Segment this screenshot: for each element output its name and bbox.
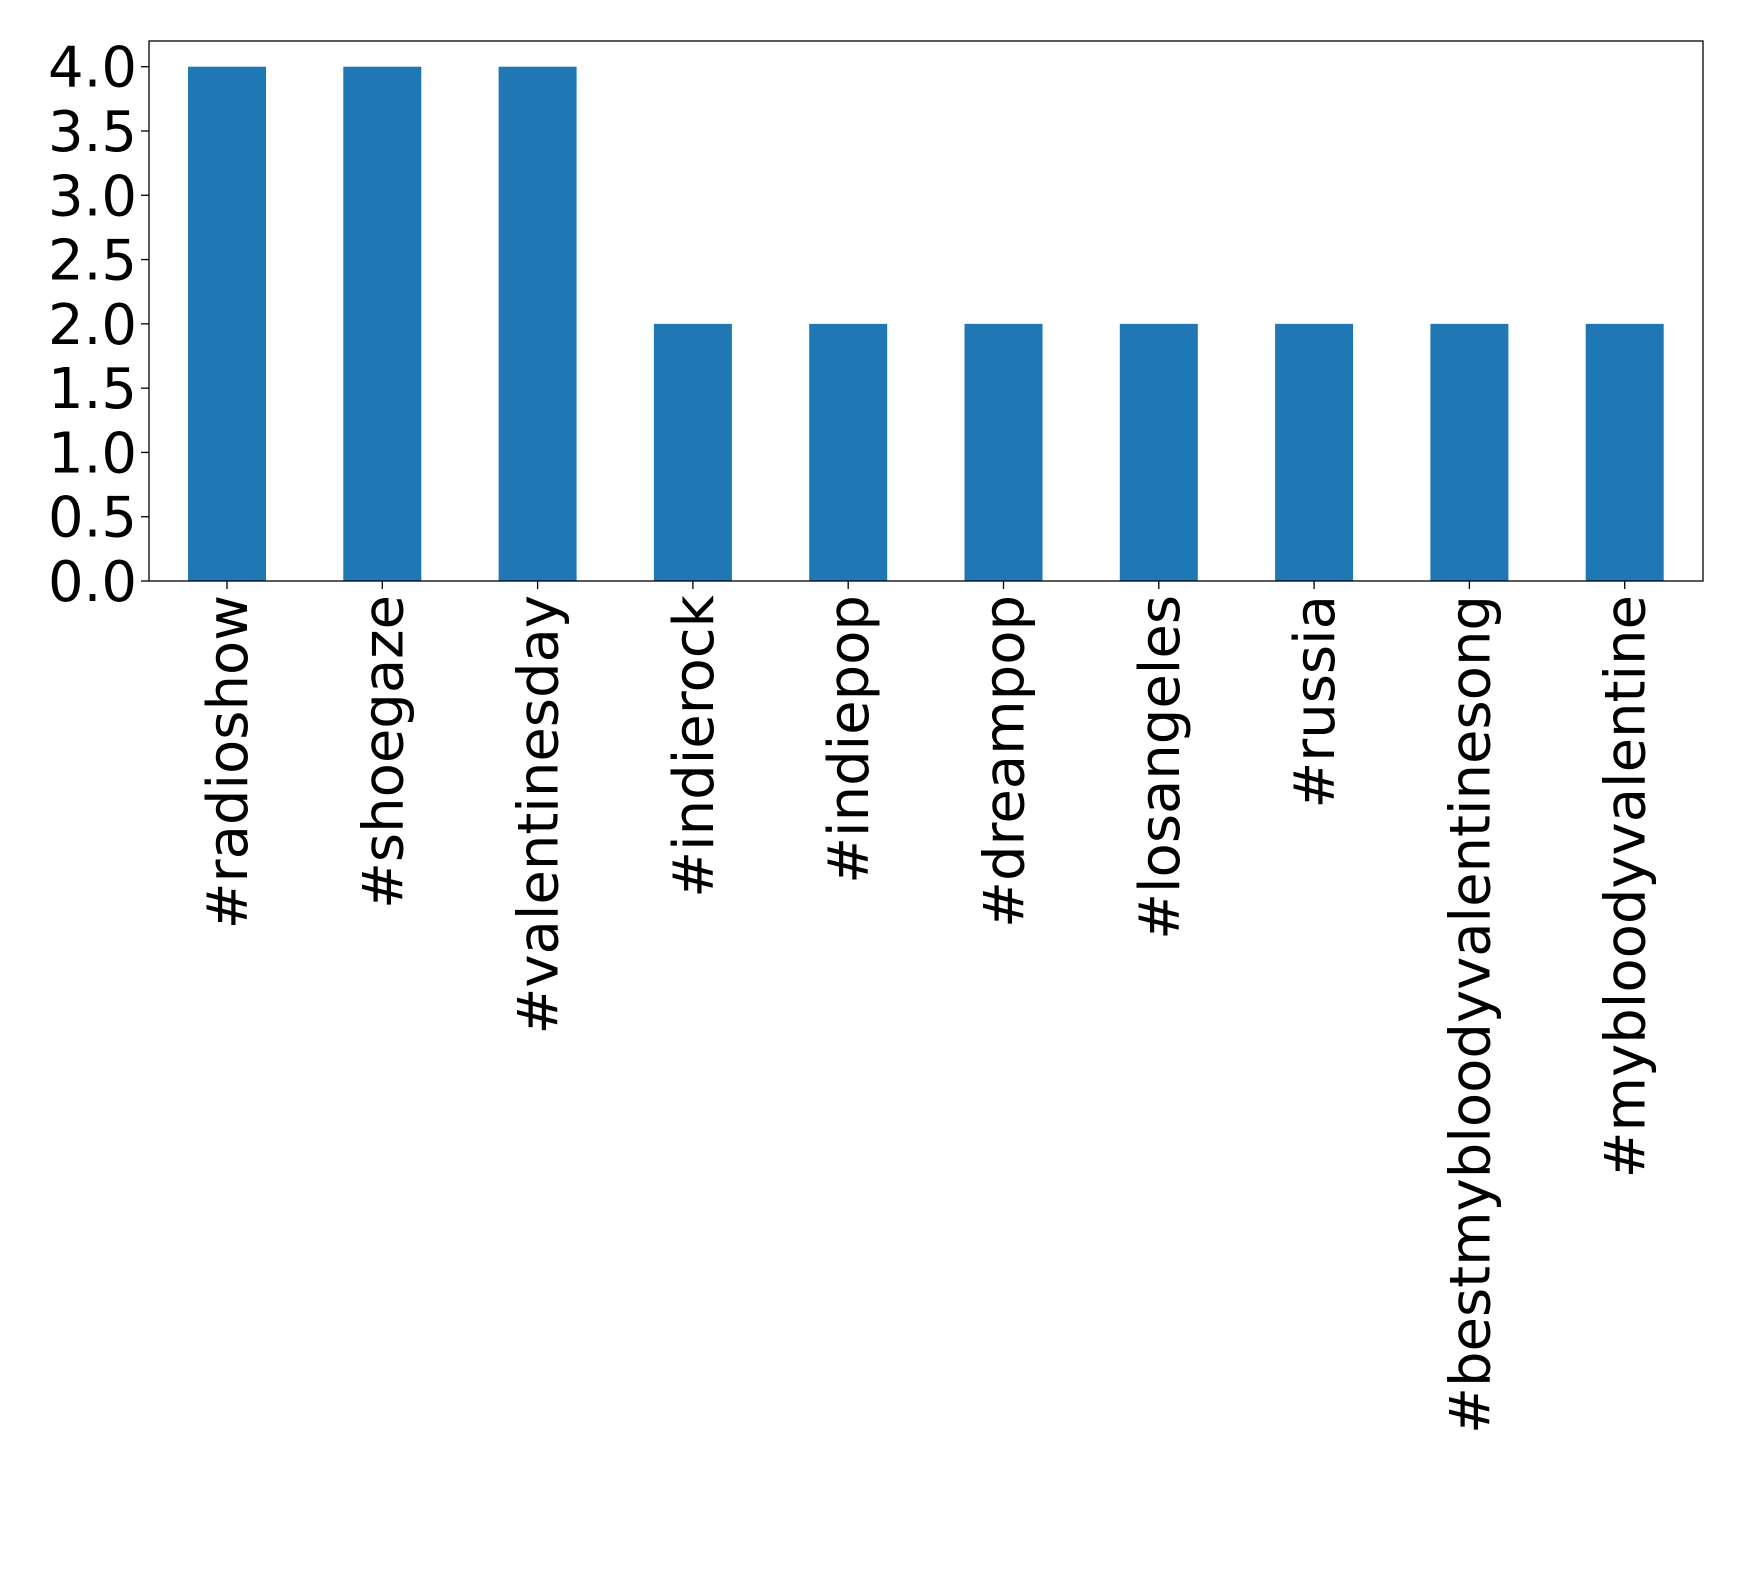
bar-dreampop <box>964 323 1043 581</box>
x-tick-label: #radioshow <box>196 595 261 929</box>
bar-indiepop <box>809 323 888 581</box>
bars-layer <box>188 66 1664 581</box>
bar-mybloodyvalentine <box>1585 323 1664 581</box>
bar-losangeles <box>1119 323 1198 581</box>
x-axis: #radioshow #shoegaze #valentinesday #indier… <box>196 581 1659 1434</box>
x-tick-label: #mybloodyvalentine <box>1594 595 1659 1178</box>
x-tick-label: #indiepop <box>817 595 882 884</box>
y-tick-label: 4.0 <box>48 36 137 101</box>
bar-valentinesday <box>498 66 577 581</box>
bar-indierock <box>653 323 732 581</box>
x-tick-label: #valentinesday <box>507 595 572 1035</box>
y-tick-label: 0.5 <box>48 486 137 551</box>
y-tick-label: 3.0 <box>48 164 137 229</box>
y-tick-label: 3.5 <box>48 100 137 165</box>
y-tick-label: 2.5 <box>48 229 137 294</box>
bar-shoegaze <box>343 66 422 581</box>
x-tick-label: #losangeles <box>1128 595 1193 940</box>
x-tick-label: #russia <box>1283 595 1348 809</box>
bar-russia <box>1275 323 1354 581</box>
y-tick-label: 1.0 <box>48 421 137 486</box>
bar-bestmybloodyvalentinesong <box>1430 323 1509 581</box>
y-tick-label: 2.0 <box>48 293 137 358</box>
y-tick-label: 1.5 <box>48 357 137 422</box>
x-tick-label: #bestmybloodyvalentinesong <box>1438 595 1503 1434</box>
y-tick-label: 0.0 <box>48 550 137 615</box>
x-tick-label: #dreampop <box>973 595 1038 928</box>
x-tick-label: #indierock <box>662 594 727 897</box>
y-axis: 0.00.51.01.52.02.53.03.54.0 <box>48 36 149 615</box>
x-tick-label: #shoegaze <box>351 595 416 909</box>
plot-area-frame <box>148 40 1704 582</box>
bar-radioshow <box>188 66 266 581</box>
